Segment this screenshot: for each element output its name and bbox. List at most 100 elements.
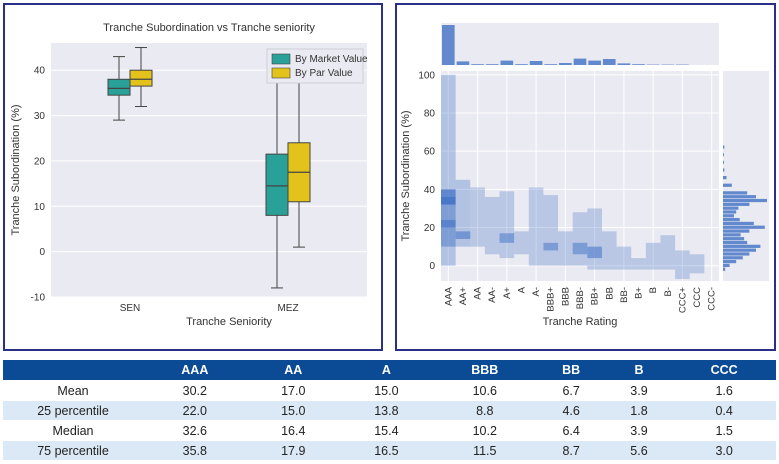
heatmap-cell: [514, 231, 529, 255]
plot-background: [51, 43, 367, 297]
heatmap-cell: [441, 189, 456, 197]
table-cell: 1.5: [672, 420, 776, 441]
marginal-y-bar: [723, 248, 756, 252]
marginal-x-bar: [485, 64, 499, 65]
marginal-x-bar: [559, 63, 572, 65]
table-row-label: 75 percentile: [3, 440, 143, 460]
table-cell: 10.2: [432, 420, 537, 441]
x-tick-label: B-: [663, 287, 674, 297]
marginal-y-bar: [723, 191, 748, 195]
marginal-y-bar: [723, 145, 725, 149]
table-row: Mean 30.2 17.0 15.0 10.6 6.7 3.9 1.6: [3, 380, 776, 401]
table-cell: 3.9: [605, 380, 673, 401]
table-cell: 3.0: [672, 440, 776, 460]
x-tick-label: B: [648, 287, 659, 293]
table-column-header: A: [339, 360, 433, 381]
marginal-y-bar: [723, 263, 730, 268]
x-tick-label: A: [516, 286, 527, 293]
table-cell: 1.6: [672, 380, 776, 401]
table-row: 25 percentile 22.0 15.0 13.8 8.8 4.6 1.8 0.4: [3, 400, 776, 421]
table-cell: 30.2: [143, 380, 247, 401]
heatmap-cell: [645, 242, 661, 270]
marginal-y-bar: [723, 218, 740, 222]
table-cell: 16.4: [246, 420, 340, 441]
x-tick-label: CCC-: [707, 287, 718, 311]
marginal-y-bar: [723, 240, 748, 245]
heatmap-cell: [441, 219, 456, 228]
y-axis-label: Tranche Subordination (%): [400, 110, 412, 241]
heatmap-cell: [558, 231, 573, 266]
heatmap-cell: [616, 246, 632, 270]
boxplot-panel: -10 0 10 20 30 40 SEN MEZ Tranche Subordination …: [3, 3, 383, 351]
x-axis-label: Tranche Rating: [543, 316, 618, 328]
table-column-header: AA: [246, 360, 340, 381]
marginal-y-bar: [723, 225, 765, 229]
table-row-label: Mean: [3, 380, 143, 401]
x-tick-label: AA: [473, 286, 484, 299]
marginal-x-bar: [442, 25, 455, 65]
table-cell: 15.4: [339, 420, 433, 441]
legend-label: By Par Value: [295, 68, 353, 79]
y-tick-label: 40: [34, 66, 46, 77]
table-cell: 17.9: [246, 440, 340, 460]
box: [107, 78, 131, 96]
table-row: Median 32.6 16.4 15.4 10.2 6.4 3.9 1.5: [3, 420, 776, 441]
table-column-header: CCC: [672, 360, 776, 381]
y-tick-label: 0: [39, 247, 45, 258]
heatmap-cell: [587, 208, 602, 270]
table-cell: 10.6: [432, 380, 537, 401]
box: [265, 153, 289, 216]
heatmap-cell: [499, 233, 515, 243]
table-header-row: AAA AA A BBB BB B CCC: [3, 360, 776, 381]
heatmap-cell: [572, 242, 588, 255]
table-cell: 6.4: [536, 420, 606, 441]
y-tick-label: 30: [34, 111, 46, 122]
chart-title: Tranche Subordination vs Tranche seniori…: [103, 22, 315, 34]
marginal-y-bar: [723, 260, 737, 264]
marginal-y-bar: [723, 202, 750, 206]
marginal-y-bar: [723, 221, 754, 226]
marginal-y-bar: [723, 229, 750, 233]
heatmap-cell: [499, 191, 515, 259]
x-tick-label: AA-: [487, 287, 498, 303]
x-tick-label: BBB: [560, 287, 571, 306]
marginal-y-bar: [723, 195, 756, 199]
table-column-header: BBB: [432, 360, 537, 381]
x-tick-label: AAA: [443, 286, 454, 306]
x-tick-label: BB+: [590, 287, 601, 306]
marginal-y-bar: [723, 153, 724, 157]
y-tick-label: -10: [31, 293, 46, 304]
table-cell: 13.8: [339, 400, 433, 421]
heatmap-cell: [675, 250, 690, 280]
table-cell: 0.4: [672, 400, 776, 421]
marginal-y-bar: [723, 237, 745, 241]
table-row-label: Median: [3, 420, 143, 441]
x-tick-label: BBB+: [546, 287, 557, 312]
y-tick-label: 80: [424, 109, 436, 120]
table-cell: 5.6: [605, 440, 673, 460]
marginal-y-bar: [723, 183, 732, 187]
x-tick-label: B+: [634, 287, 645, 299]
table-cell: 11.5: [432, 440, 537, 460]
table-cell: 6.7: [536, 380, 606, 401]
marginal-x-bar: [602, 59, 616, 65]
heatmap-cell: [441, 227, 456, 247]
table-cell: 8.7: [536, 440, 606, 460]
heatmap-cell: [689, 254, 705, 274]
legend-label: By Market Value: [295, 54, 368, 65]
table-row: 75 percentile 35.8 17.9 16.5 11.5 8.7 5.6 3.0: [3, 440, 776, 460]
heatmap-cell: [455, 231, 471, 239]
table-cell: 15.0: [339, 380, 433, 401]
marginal-y-bar: [723, 214, 734, 218]
marginal-x-bar: [617, 63, 631, 65]
table-cell: 8.8: [432, 400, 537, 421]
marginal-x-bar: [471, 64, 484, 65]
heatmap-cell: [441, 204, 456, 220]
marginal-x-bar: [544, 64, 558, 65]
marginal-y-bar: [723, 233, 741, 237]
heatmap-cell: [455, 179, 471, 247]
heatmap-cell: [631, 258, 646, 270]
table-column-header: AAA: [143, 360, 247, 381]
heatmap-cell: [572, 212, 588, 266]
